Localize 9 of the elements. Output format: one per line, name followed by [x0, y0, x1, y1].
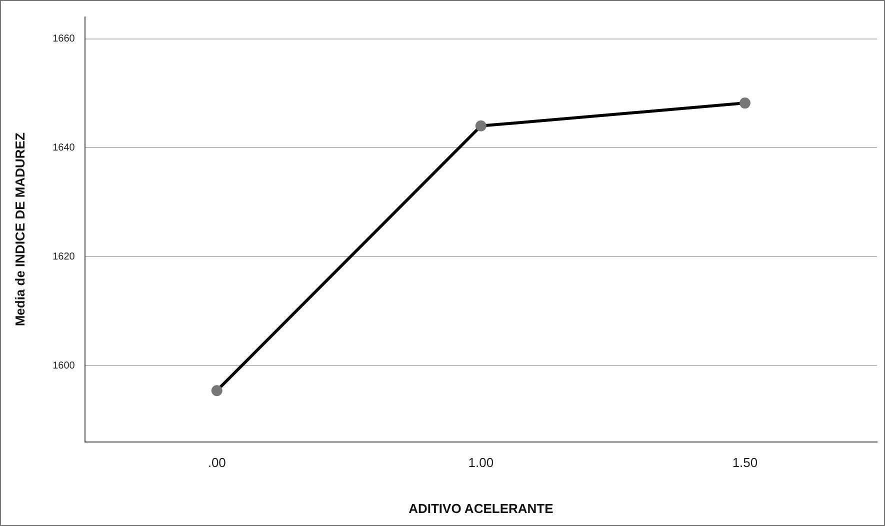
x-tick-label: .00 [208, 455, 226, 470]
y-tick-label: 1620 [52, 251, 76, 262]
y-tick-label: 1640 [52, 142, 76, 154]
y-tick-label: 1600 [52, 360, 76, 372]
y-tick-label: 1660 [52, 34, 76, 45]
x-axis-title: ADITIVO ACELERANTE [408, 500, 554, 516]
x-tick-label: 1.00 [468, 455, 494, 470]
y-axis-title: Media de INDICE DE MADUREZ [12, 132, 28, 326]
x-tick-label: 1.50 [732, 455, 758, 470]
